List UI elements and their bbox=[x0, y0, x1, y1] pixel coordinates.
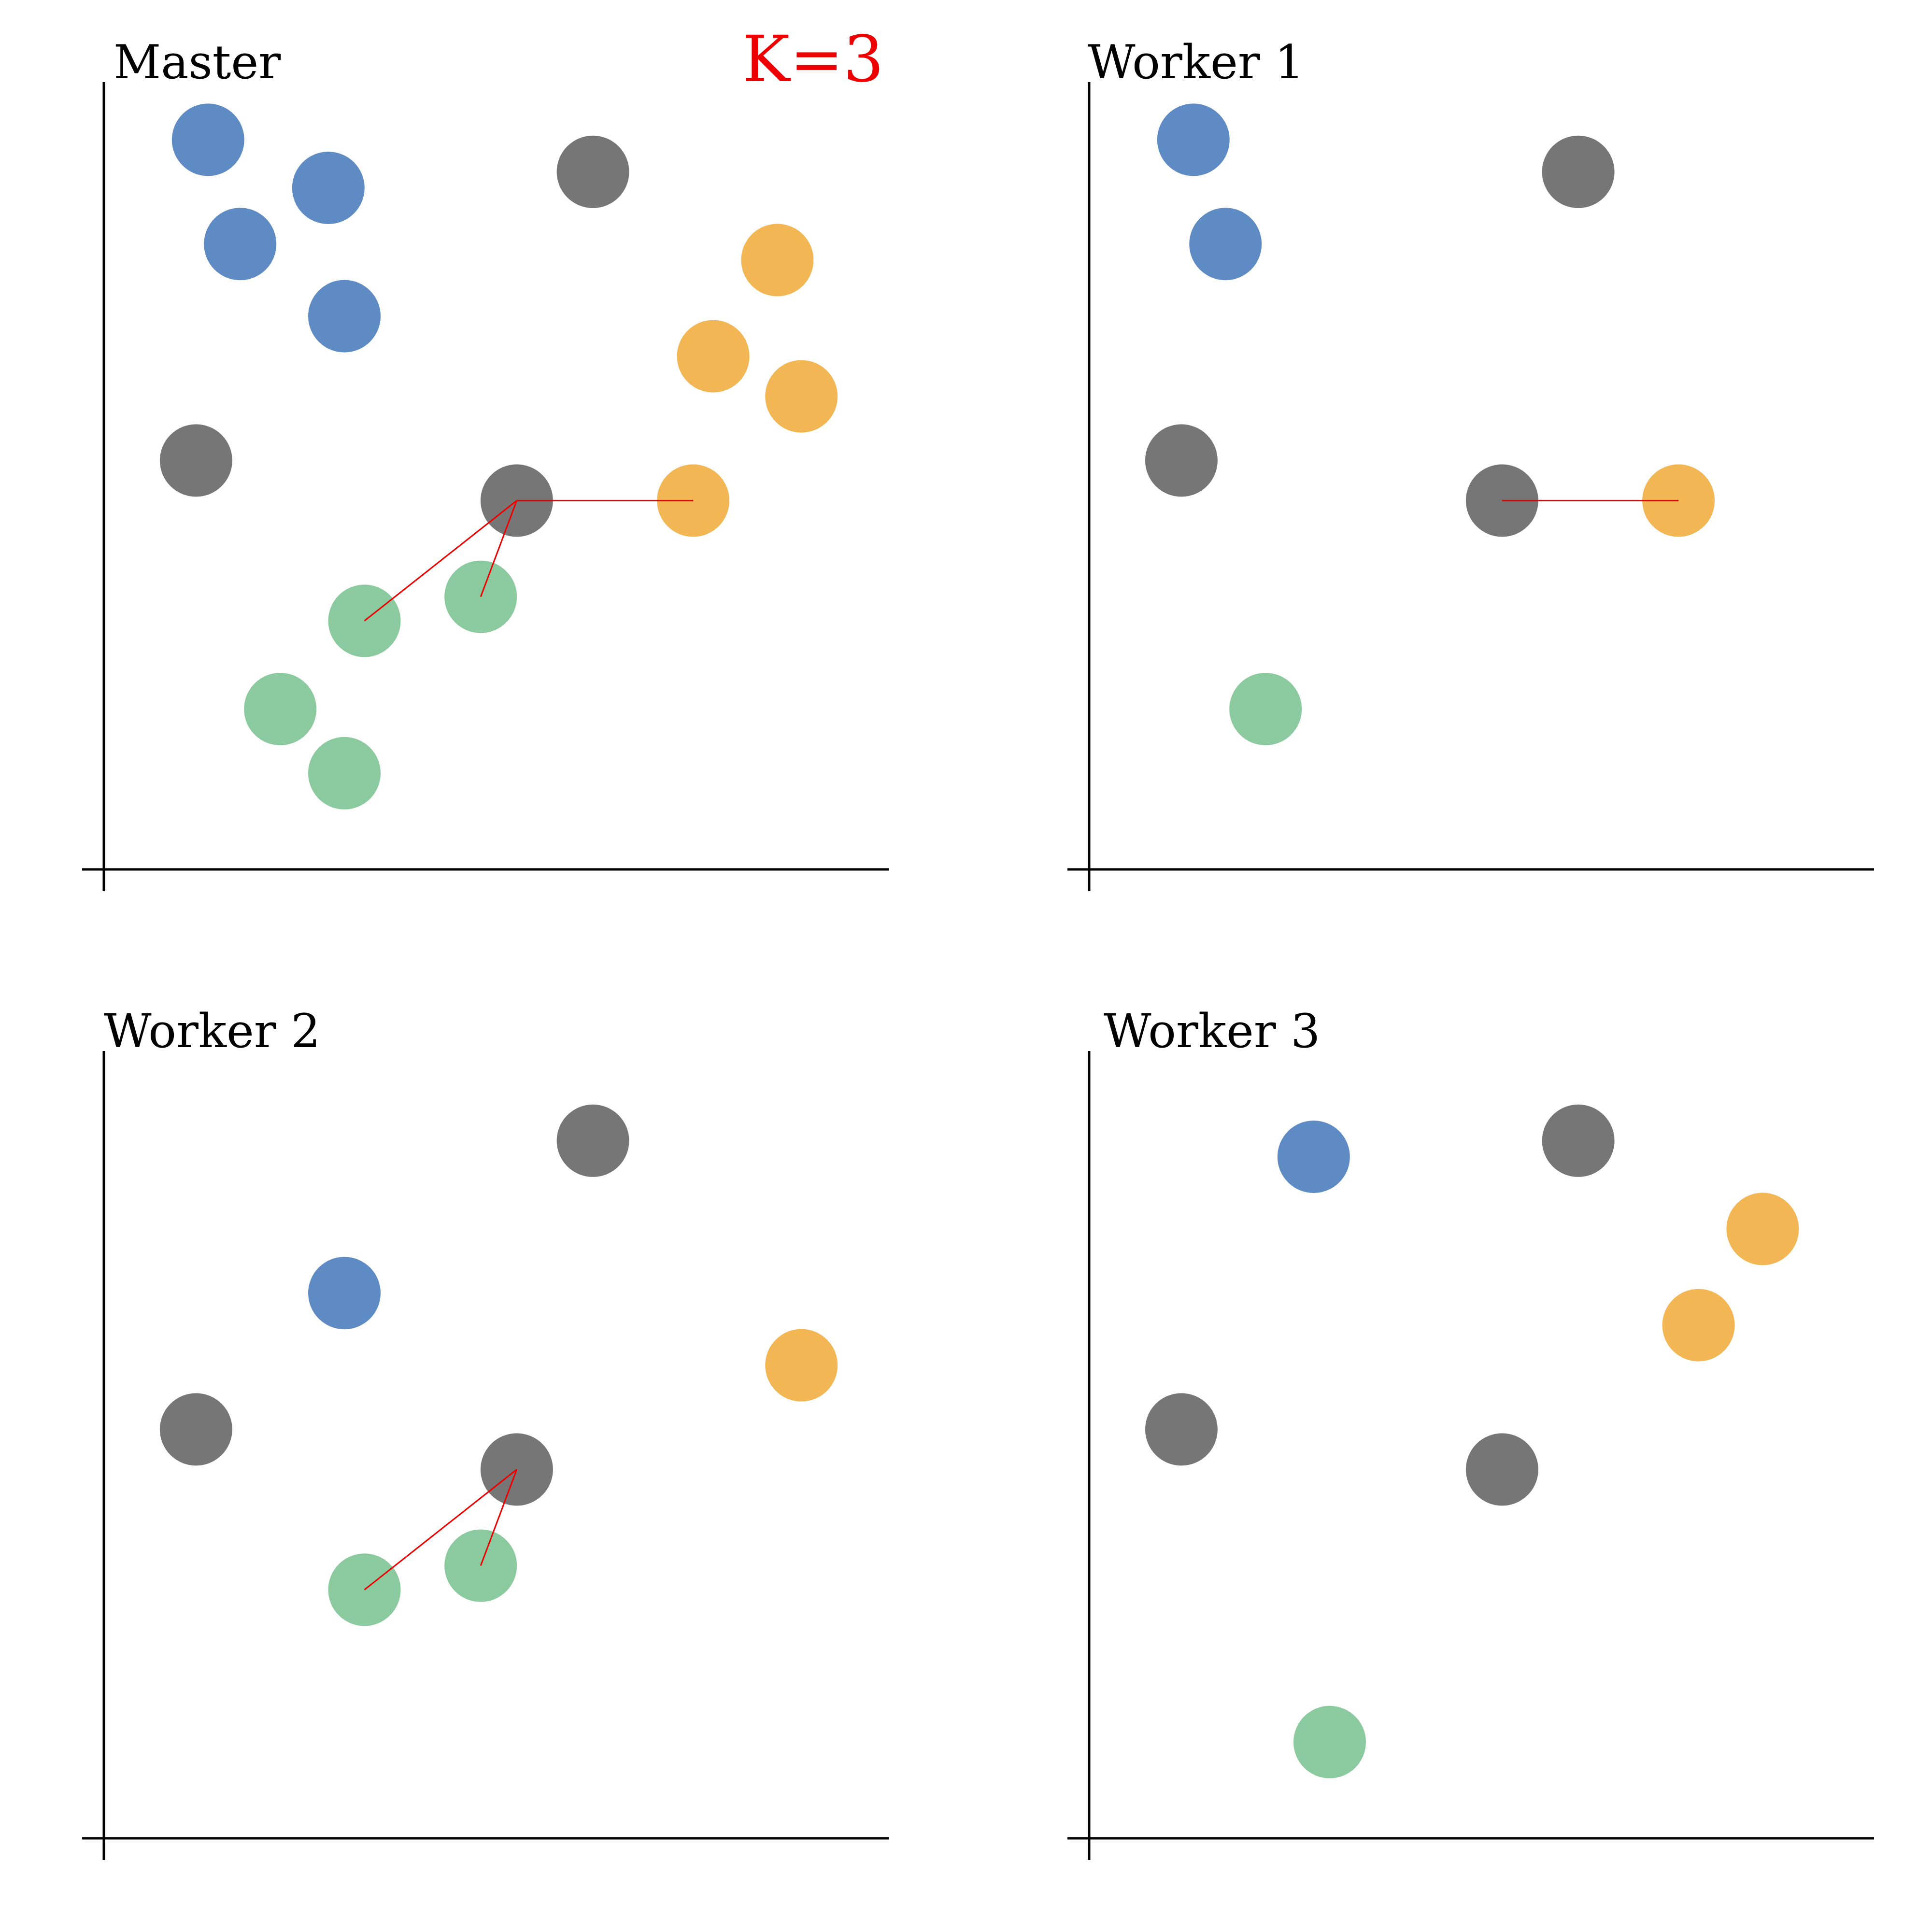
blue-class-point-0 bbox=[171, 103, 244, 176]
query-point-8 bbox=[159, 424, 232, 497]
neighbor-link-1 bbox=[364, 1469, 517, 1591]
blue-class-point-0 bbox=[1277, 1121, 1350, 1193]
k-value-label: K=3 bbox=[742, 22, 884, 97]
green-class-point-6 bbox=[1229, 673, 1302, 745]
panel-master: Master bbox=[82, 35, 889, 891]
orange-class-point-2 bbox=[765, 1329, 838, 1402]
blue-class-point-1 bbox=[1189, 208, 1262, 281]
orange-class-point-2 bbox=[1726, 1193, 1799, 1265]
blue-class-point-1 bbox=[308, 1257, 381, 1330]
data-points bbox=[1145, 1104, 1799, 1778]
green-class-point-14 bbox=[308, 737, 381, 810]
panel-title-master: Master bbox=[114, 35, 281, 89]
panel-title-worker-2: Worker 2 bbox=[104, 1004, 320, 1058]
panel-worker-1: Worker 1 bbox=[1067, 35, 1874, 891]
panel-title-worker-1: Worker 1 bbox=[1088, 35, 1304, 89]
orange-class-point-7 bbox=[765, 360, 838, 433]
query-point-2 bbox=[1542, 135, 1615, 208]
query-point-4 bbox=[480, 1433, 553, 1506]
query-point-4 bbox=[1465, 464, 1538, 537]
query-point-4 bbox=[556, 135, 629, 208]
green-class-point-11 bbox=[444, 560, 517, 633]
query-point-4 bbox=[1145, 1393, 1218, 1466]
blue-class-point-2 bbox=[204, 208, 277, 281]
data-points bbox=[159, 1104, 838, 1626]
orange-class-point-3 bbox=[1662, 1289, 1735, 1362]
query-point-3 bbox=[159, 1393, 232, 1466]
orange-class-point-5 bbox=[741, 224, 814, 297]
data-points bbox=[159, 103, 838, 810]
green-class-point-13 bbox=[244, 673, 317, 745]
blue-class-point-1 bbox=[292, 152, 365, 224]
neighbor-link-0 bbox=[480, 1469, 518, 1566]
query-point-5 bbox=[1465, 1433, 1538, 1506]
blue-class-point-3 bbox=[308, 280, 381, 353]
query-point-0 bbox=[556, 1104, 629, 1177]
data-points bbox=[1145, 103, 1715, 745]
panel-worker-2: Worker 2 bbox=[82, 1004, 889, 1860]
panel-worker-3: Worker 3 bbox=[1067, 1004, 1874, 1860]
neighbor-links bbox=[364, 1469, 518, 1591]
neighbor-link-1 bbox=[480, 500, 518, 597]
orange-class-point-5 bbox=[1642, 464, 1715, 537]
panel-title-worker-3: Worker 3 bbox=[1104, 1004, 1320, 1058]
neighbor-links bbox=[364, 499, 694, 622]
green-class-point-5 bbox=[444, 1529, 517, 1602]
query-point-1 bbox=[1542, 1104, 1615, 1177]
blue-class-point-0 bbox=[1157, 103, 1230, 176]
orange-class-point-6 bbox=[677, 320, 750, 393]
neighbor-link-2 bbox=[364, 500, 517, 622]
query-point-3 bbox=[1145, 424, 1218, 497]
green-class-point-6 bbox=[1293, 1705, 1366, 1778]
